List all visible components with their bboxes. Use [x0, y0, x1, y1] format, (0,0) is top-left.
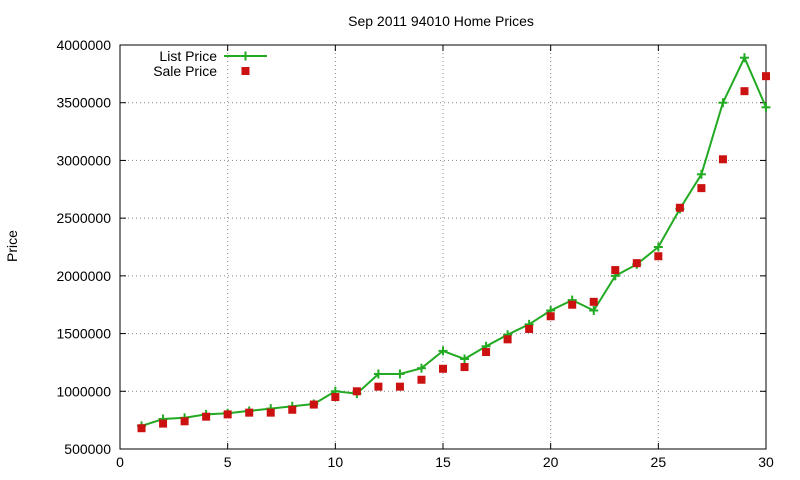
data-point-sale-price [675, 203, 684, 212]
data-point-sale-price [395, 382, 404, 391]
series-line-list-price [141, 55, 767, 427]
data-point-sale-price [374, 382, 383, 391]
data-point-sale-price [762, 72, 770, 81]
data-point-sale-price [525, 324, 534, 333]
legend: List Price Sale Price [153, 48, 267, 79]
y-tick-label: 2500000 [56, 210, 111, 226]
data-point-list-price [653, 242, 663, 252]
y-tick-label: 3000000 [56, 152, 111, 168]
data-point-list-price [589, 305, 599, 315]
x-tick-label: 0 [116, 454, 124, 470]
y-tick-label: 2000000 [56, 268, 111, 284]
y-tick-label: 1500000 [56, 326, 111, 342]
x-tick-label: 5 [224, 454, 232, 470]
data-point-sale-price [546, 312, 555, 321]
data-point-sale-price [245, 408, 254, 417]
data-point-sale-price [331, 393, 340, 402]
x-tick-label: 10 [328, 454, 344, 470]
x-tick-label: 30 [758, 454, 774, 470]
y-tick-label: 1000000 [56, 383, 111, 399]
y-tick-label: 3500000 [56, 95, 111, 111]
data-point-sale-price [266, 408, 275, 417]
data-point-sale-price [223, 410, 232, 419]
data-point-sale-price [180, 417, 189, 426]
data-point-sale-price [654, 252, 663, 261]
data-point-list-price [739, 53, 749, 63]
data-point-sale-price [568, 300, 577, 309]
axis-layer: 0 5 10 15 20 25 30 500000 1000000 1500000 2000000 2… [56, 37, 774, 470]
data-point-list-price [761, 102, 771, 112]
data-point-list-price [416, 363, 426, 373]
y-axis-label: Price [4, 230, 20, 262]
x-tick-label: 25 [651, 454, 667, 470]
data-point-sale-price [137, 424, 146, 433]
legend-swatch-sale-price [241, 67, 250, 75]
grid-layer [120, 45, 766, 449]
series-layer [137, 53, 771, 433]
data-point-list-price [696, 169, 706, 179]
data-point-sale-price [352, 387, 361, 396]
data-point-sale-price [503, 335, 512, 344]
data-point-sale-price [611, 266, 620, 275]
data-point-sale-price [482, 348, 491, 357]
y-tick-label: 500000 [64, 441, 111, 457]
legend-label-list-price: List Price [159, 48, 217, 64]
data-point-sale-price [159, 419, 168, 428]
data-point-sale-price [439, 364, 447, 373]
y-tick-label: 4000000 [56, 37, 111, 53]
data-point-list-price [395, 369, 405, 379]
data-point-list-price [373, 369, 383, 379]
x-tick-label: 20 [543, 454, 559, 470]
data-point-sale-price [288, 405, 297, 414]
data-point-list-price [438, 346, 448, 356]
data-point-sale-price [632, 259, 641, 268]
data-point-sale-price [718, 155, 727, 164]
data-point-sale-price [589, 297, 598, 306]
data-point-sale-price [460, 363, 469, 372]
data-point-sale-price [309, 400, 318, 409]
legend-label-sale-price: Sale Price [153, 63, 217, 79]
data-point-list-price [718, 98, 728, 108]
data-point-sale-price [697, 184, 706, 193]
data-point-list-price [460, 354, 470, 364]
x-tick-label: 15 [435, 454, 451, 470]
data-point-sale-price [202, 412, 211, 421]
data-point-sale-price [740, 87, 749, 96]
chart-title: Sep 2011 94010 Home Prices [348, 13, 534, 29]
data-point-sale-price [417, 375, 426, 384]
